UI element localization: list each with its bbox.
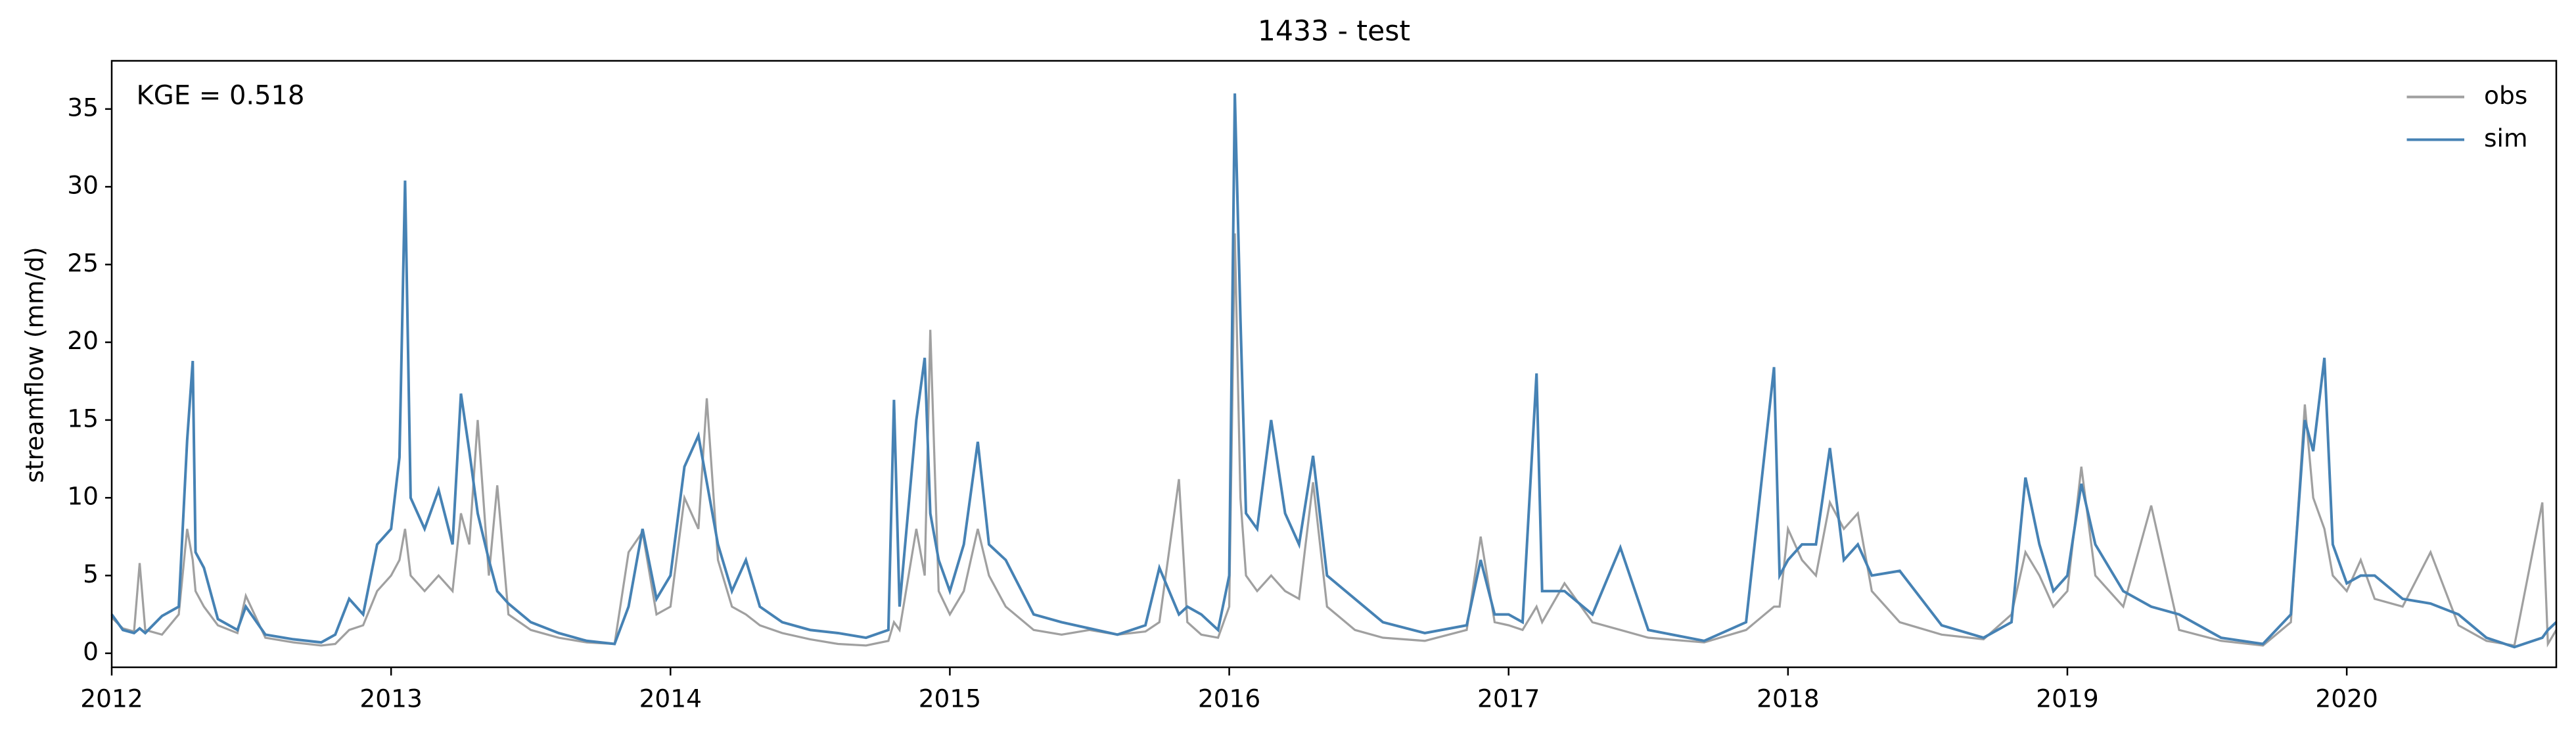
y-tick-label: 10 bbox=[67, 482, 99, 511]
x-tick-label: 2019 bbox=[2036, 684, 2098, 713]
y-tick-label: 5 bbox=[83, 559, 99, 588]
x-tick-label: 2014 bbox=[639, 684, 702, 713]
y-tick-label: 20 bbox=[67, 326, 99, 355]
x-tick-label: 2015 bbox=[919, 684, 981, 713]
x-tick-label: 2013 bbox=[359, 684, 422, 713]
annotation: KGE = 0.518 bbox=[137, 81, 305, 111]
x-tick-label: 2017 bbox=[1477, 684, 1540, 713]
y-tick-label: 15 bbox=[67, 404, 99, 433]
series-line bbox=[110, 233, 2558, 648]
x-tick-label: 2012 bbox=[80, 684, 143, 713]
legend-label: obs bbox=[2484, 81, 2527, 110]
y-tick-label: 25 bbox=[67, 249, 99, 277]
x-tick-label: 2016 bbox=[1198, 684, 1260, 713]
legend-label: sim bbox=[2484, 124, 2528, 153]
x-tick-label: 2018 bbox=[1757, 684, 1819, 713]
y-tick-label: 0 bbox=[83, 637, 99, 666]
plot-frame bbox=[110, 60, 2558, 669]
y-axis-label: streamflow (mm/d) bbox=[20, 247, 49, 483]
y-tick-label: 35 bbox=[67, 93, 99, 122]
x-tick-label: 2020 bbox=[2315, 684, 2378, 713]
y-tick-label: 30 bbox=[67, 171, 99, 200]
chart-title: 1433 - test bbox=[1258, 16, 1410, 48]
series-line bbox=[110, 93, 2558, 649]
